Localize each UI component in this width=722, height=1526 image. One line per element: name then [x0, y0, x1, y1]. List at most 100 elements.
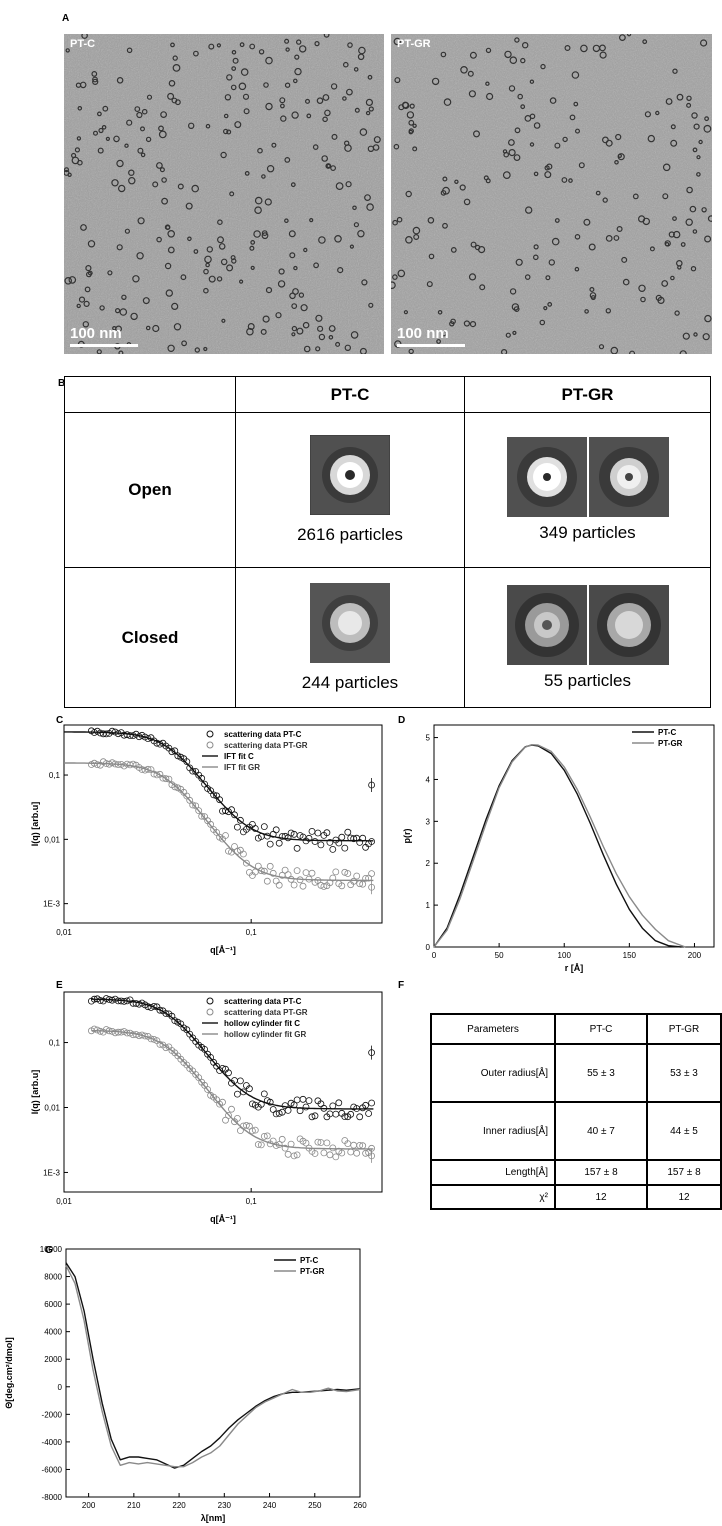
particle — [93, 130, 99, 136]
y-tick-label: 6000 — [44, 1300, 62, 1309]
particle — [298, 292, 305, 298]
data-point — [228, 806, 235, 814]
data-point — [239, 1088, 247, 1096]
y-axis-label: I(q) [arb.u] — [30, 802, 40, 847]
class-average-image — [506, 584, 587, 665]
data-point — [263, 1132, 271, 1140]
data-point — [308, 869, 316, 877]
micrograph-pt-c-image — [64, 34, 384, 354]
x-tick-label: 0 — [432, 951, 437, 960]
data-point — [123, 1029, 131, 1037]
data-point — [257, 1141, 265, 1149]
particle-count: 2616 particles — [297, 525, 403, 544]
particle — [346, 88, 353, 96]
particle — [365, 110, 371, 116]
particle — [392, 219, 398, 226]
particle — [442, 176, 448, 182]
particle — [97, 147, 104, 154]
particle — [408, 129, 414, 135]
particle — [403, 310, 408, 315]
data-point — [213, 829, 221, 836]
particle — [649, 246, 655, 252]
data-point — [260, 1090, 268, 1098]
particle — [262, 315, 270, 323]
particle — [544, 165, 550, 171]
particle — [224, 94, 232, 101]
particle — [554, 142, 561, 149]
particle — [665, 98, 673, 105]
class-average-image — [588, 584, 669, 665]
particle — [293, 78, 298, 84]
particle — [638, 284, 646, 292]
x-tick-label: 230 — [218, 1501, 232, 1510]
particle — [693, 123, 700, 130]
particle — [277, 280, 286, 288]
particle — [173, 323, 182, 331]
cell-closed-pt-gr: 55 particles — [464, 567, 711, 708]
particle — [602, 197, 608, 203]
data-point — [198, 812, 206, 820]
data-point — [350, 877, 358, 885]
particle — [74, 147, 80, 153]
particle — [679, 350, 687, 354]
x-tick-label: 200 — [688, 951, 702, 960]
particle — [71, 152, 77, 159]
particle — [368, 302, 374, 308]
particle — [402, 101, 410, 110]
particle — [244, 170, 250, 176]
data-point — [269, 869, 277, 877]
data-point — [326, 839, 334, 846]
x-tick-label: 0,1 — [246, 1197, 258, 1206]
particle — [512, 330, 517, 335]
data-point — [141, 1032, 149, 1040]
particle — [217, 236, 225, 244]
data-point — [233, 847, 241, 855]
particle — [302, 321, 310, 329]
data-point — [144, 735, 152, 743]
particle — [315, 346, 321, 352]
particle — [661, 280, 669, 287]
particle — [345, 181, 352, 188]
particle — [393, 37, 402, 46]
particle — [431, 77, 440, 86]
data-point — [198, 774, 206, 782]
particle — [323, 34, 330, 38]
data-point — [281, 1102, 289, 1109]
particle — [668, 231, 675, 238]
x-tick-label: 240 — [263, 1501, 277, 1510]
particle — [622, 278, 630, 286]
particle — [112, 326, 117, 331]
data-point — [272, 826, 280, 834]
data-point — [293, 1151, 301, 1159]
data-point — [272, 877, 280, 885]
data-point — [365, 1110, 373, 1117]
y-axis-label: I(q) [arb.u] — [30, 1070, 40, 1115]
panel-letter-b: B — [58, 378, 66, 389]
particle — [479, 284, 486, 291]
particle — [279, 97, 286, 104]
particle — [450, 246, 457, 253]
particle — [68, 276, 77, 284]
particle — [483, 175, 489, 181]
particle — [670, 124, 676, 130]
particle — [229, 191, 235, 197]
y-tick-label: 2 — [426, 859, 431, 868]
particle — [574, 234, 581, 240]
particle — [686, 95, 692, 102]
particle — [193, 249, 199, 254]
particle — [701, 207, 707, 213]
particle — [460, 65, 468, 74]
legend-marker — [206, 730, 214, 738]
data-point — [338, 833, 346, 841]
data-point — [356, 880, 364, 888]
particle — [290, 182, 296, 188]
particle — [353, 67, 359, 72]
particle — [181, 340, 187, 347]
particle — [443, 98, 452, 106]
particle — [689, 205, 697, 213]
particle — [412, 146, 418, 152]
data-point — [156, 1006, 164, 1014]
legend-marker — [206, 1008, 214, 1016]
data-point — [362, 874, 370, 882]
data-point — [344, 828, 352, 836]
